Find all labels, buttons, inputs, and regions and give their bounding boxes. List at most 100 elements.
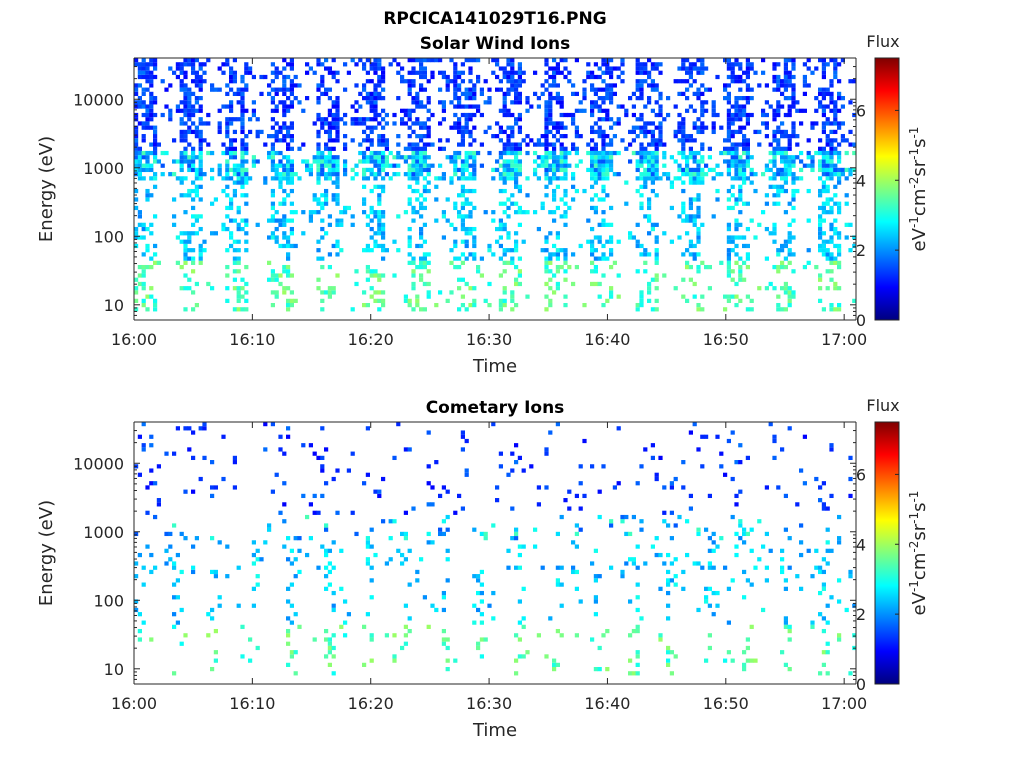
heatmap-cell xyxy=(270,302,275,308)
heatmap-cell xyxy=(776,188,781,194)
heatmap-cell xyxy=(548,210,553,215)
heatmap-cell xyxy=(643,104,648,109)
heatmap-cell xyxy=(149,91,154,97)
heatmap-cell xyxy=(639,112,644,118)
heatmap-cell xyxy=(624,146,629,151)
heatmap-cell xyxy=(601,100,606,105)
heatmap-cell xyxy=(149,176,154,181)
heatmap-cell xyxy=(377,79,382,84)
heatmap-cell xyxy=(327,108,332,113)
heatmap-cell xyxy=(354,100,359,105)
heatmap-cell xyxy=(666,590,671,596)
heatmap-cell xyxy=(282,83,287,88)
heatmap-cell xyxy=(377,214,382,219)
heatmap-cell xyxy=(772,138,777,143)
heatmap-cell xyxy=(373,150,378,156)
heatmap-cell xyxy=(179,100,184,105)
heatmap-cell xyxy=(407,176,412,181)
heatmap-cell xyxy=(388,163,393,168)
heatmap-cell xyxy=(343,633,348,638)
heatmap-cell xyxy=(134,129,139,135)
heatmap-cell xyxy=(609,70,614,75)
heatmap-cell xyxy=(312,70,317,75)
heatmap-cell xyxy=(411,269,416,274)
heatmap-cell xyxy=(616,117,621,122)
heatmap-cell xyxy=(267,150,272,156)
heatmap-cell xyxy=(662,155,667,160)
heatmap-cell xyxy=(829,83,834,88)
heatmap-cell xyxy=(445,637,450,642)
heatmap-cell xyxy=(669,155,674,160)
heatmap-cell xyxy=(373,214,378,219)
heatmap-cell xyxy=(510,58,515,63)
heatmap-cell xyxy=(749,167,754,173)
heatmap-cell xyxy=(707,493,712,499)
heatmap-cell xyxy=(571,83,576,88)
heatmap-cell xyxy=(848,248,853,253)
heatmap-cell xyxy=(833,307,838,312)
heatmap-cell xyxy=(175,426,180,431)
heatmap-cell xyxy=(848,569,853,575)
heatmap-cell xyxy=(821,307,826,312)
heatmap-cell xyxy=(384,561,389,566)
heatmap-cell xyxy=(787,108,792,113)
heatmap-cell xyxy=(525,108,530,113)
heatmap-cell xyxy=(324,548,329,553)
heatmap-cell xyxy=(707,633,712,638)
heatmap-cell xyxy=(316,62,321,67)
heatmap-cell xyxy=(191,260,196,265)
heatmap-cell xyxy=(559,214,564,219)
colorbar-tick-label: 2 xyxy=(856,241,866,260)
heatmap-cell xyxy=(384,633,389,638)
heatmap-cell xyxy=(369,125,374,130)
colorbar-title: Flux xyxy=(866,32,899,51)
heatmap-cell xyxy=(829,79,834,84)
heatmap-cell xyxy=(472,167,477,173)
heatmap-cell xyxy=(745,150,750,156)
heatmap-cell xyxy=(635,624,640,629)
heatmap-cell xyxy=(145,248,150,253)
heatmap-cell xyxy=(601,188,606,194)
heatmap-cell xyxy=(236,298,241,303)
heatmap-cell xyxy=(787,298,792,303)
heatmap-cell xyxy=(791,172,796,177)
heatmap-cell xyxy=(134,91,139,97)
heatmap-cell xyxy=(783,176,788,181)
heatmap-cell xyxy=(194,193,199,198)
heatmap-cell xyxy=(749,87,754,92)
heatmap-cell xyxy=(400,117,405,122)
heatmap-cell xyxy=(688,155,693,160)
heatmap-cell xyxy=(145,226,150,232)
heatmap-cell xyxy=(217,87,222,92)
heatmap-cell xyxy=(335,239,340,244)
heatmap-cell xyxy=(286,426,291,431)
heatmap-cell xyxy=(141,565,146,570)
heatmap-cell xyxy=(270,214,275,219)
heatmap-cell xyxy=(749,307,754,312)
heatmap-cell xyxy=(628,235,633,240)
heatmap-cell xyxy=(586,218,591,223)
heatmap-cell xyxy=(236,222,241,227)
heatmap-cell xyxy=(555,100,560,105)
heatmap-cell xyxy=(377,193,382,198)
heatmap-cell xyxy=(426,281,431,287)
heatmap-cell xyxy=(616,239,621,244)
heatmap-cell xyxy=(726,163,731,168)
heatmap-cell xyxy=(517,74,522,80)
heatmap-cell xyxy=(327,129,332,135)
heatmap-cell xyxy=(825,104,830,109)
heatmap-cell xyxy=(335,193,340,198)
heatmap-cell xyxy=(669,205,674,211)
heatmap-cell xyxy=(263,176,268,181)
heatmap-cell xyxy=(837,180,842,185)
heatmap-cell xyxy=(358,117,363,122)
heatmap-cell xyxy=(449,58,454,63)
heatmap-cell xyxy=(502,290,507,295)
heatmap-cell xyxy=(460,125,465,130)
heatmap-cell xyxy=(517,172,522,177)
heatmap-cell xyxy=(681,218,686,223)
heatmap-cell xyxy=(255,129,260,135)
heatmap-cell xyxy=(472,527,477,532)
heatmap-cell xyxy=(240,96,245,101)
heatmap-cell xyxy=(502,226,507,232)
